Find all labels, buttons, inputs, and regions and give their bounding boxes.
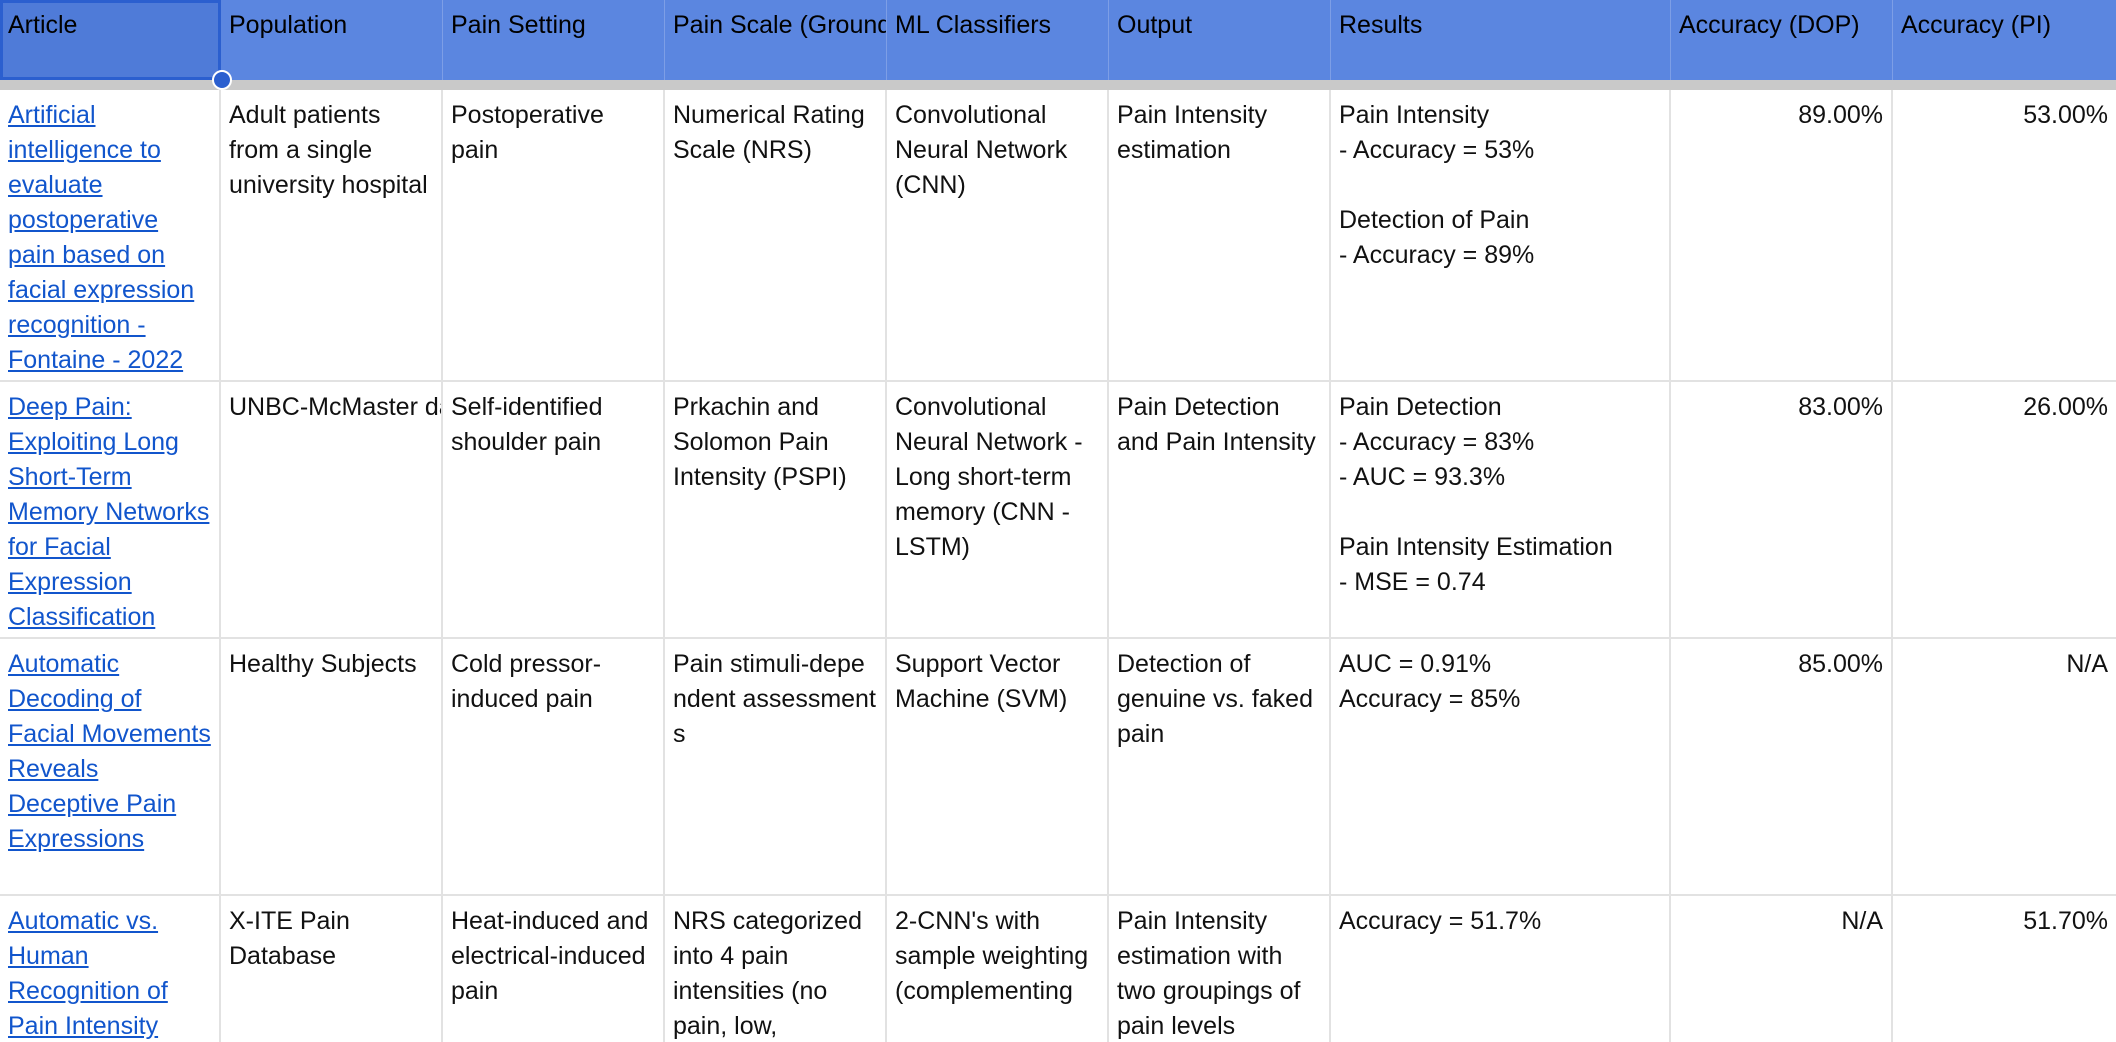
cell-accuracy-dop[interactable]: 83.00% xyxy=(1671,382,1893,637)
cell-population[interactable]: X-ITE Pain Database xyxy=(221,896,443,1042)
cell-ml-classifiers[interactable]: Convolutional Neural Network - Long shor… xyxy=(887,382,1109,637)
cell-pain-setting[interactable]: Postoperative pain xyxy=(443,90,665,380)
table-row: Artificial intelligence to evaluate post… xyxy=(0,90,2116,382)
article-link[interactable]: Automatic vs. Human Recognition of Pain … xyxy=(8,907,168,1040)
header-accuracy-pi[interactable]: Accuracy (PI) xyxy=(1901,11,2052,39)
cell-ml-classifiers[interactable]: Support Vector Machine (SVM) xyxy=(887,639,1109,894)
cell-pain-scale[interactable]: Pain stimuli-dependent assessments xyxy=(665,639,887,894)
header-results[interactable]: Results xyxy=(1331,0,1671,80)
cell-accuracy-pi[interactable]: N/A xyxy=(2066,650,2108,678)
cell-results[interactable]: AUC = 0.91% Accuracy = 85% xyxy=(1331,639,1671,894)
cell-accuracy-dop[interactable]: 89.00% xyxy=(1671,90,1893,380)
cell-population[interactable]: Adult patients from a single university … xyxy=(221,90,443,380)
cell-pain-scale[interactable]: Numerical Rating Scale (NRS) xyxy=(665,90,887,380)
header-pain-setting[interactable]: Pain Setting xyxy=(443,0,665,80)
header-accuracy-dop[interactable]: Accuracy (DOP) xyxy=(1671,0,1893,80)
cell-population[interactable]: Healthy Subjects xyxy=(221,639,443,894)
header-population[interactable]: Population xyxy=(221,0,443,80)
cell-accuracy-dop[interactable]: 85.00% xyxy=(1671,639,1893,894)
cell-pain-scale[interactable]: Prkachin and Solomon Pain Intensity (PSP… xyxy=(665,382,887,637)
cell-article[interactable]: Artificial intelligence to evaluate post… xyxy=(0,90,221,380)
article-link[interactable]: Automatic Decoding of Facial Movements R… xyxy=(8,650,211,853)
cell-article[interactable]: Deep Pain: Exploiting Long Short-Term Me… xyxy=(0,382,221,637)
article-link[interactable]: Artificial intelligence to evaluate post… xyxy=(8,101,195,374)
table-row: Automatic Decoding of Facial Movements R… xyxy=(0,639,2116,896)
cell-accuracy-pi[interactable]: 51.70% xyxy=(2023,907,2108,935)
cell-results[interactable]: Accuracy = 51.7% xyxy=(1331,896,1671,1042)
cell-ml-classifiers[interactable]: 2-CNN's with sample weighting (complemen… xyxy=(887,896,1109,1042)
cell-article[interactable]: Automatic vs. Human Recognition of Pain … xyxy=(0,896,221,1042)
article-link[interactable]: Deep Pain: Exploiting Long Short-Term Me… xyxy=(8,393,210,631)
cell-results[interactable]: Pain Detection - Accuracy = 83% - AUC = … xyxy=(1331,382,1671,637)
cell-pain-setting[interactable]: Self-identified shoulder pain xyxy=(443,382,665,637)
cell-pain-scale[interactable]: NRS categorized into 4 pain intensities … xyxy=(665,896,887,1042)
cell-output[interactable]: Pain Detection and Pain Intensity xyxy=(1109,382,1331,637)
cell-pain-setting[interactable]: Heat-induced and electrical-induced pain xyxy=(443,896,665,1042)
cell-output[interactable]: Pain Intensity estimation with two group… xyxy=(1109,896,1331,1042)
table-row: Deep Pain: Exploiting Long Short-Term Me… xyxy=(0,382,2116,639)
cell-results[interactable]: Pain Intensity - Accuracy = 53% Detectio… xyxy=(1331,90,1671,380)
cell-output[interactable]: Pain Intensity estimation xyxy=(1109,90,1331,380)
cell-article[interactable]: Automatic Decoding of Facial Movements R… xyxy=(0,639,221,894)
header-row: Article Population Pain Setting Pain Sca… xyxy=(0,0,2116,80)
table-row: Automatic vs. Human Recognition of Pain … xyxy=(0,896,2116,1042)
cell-accuracy-dop[interactable]: N/A xyxy=(1671,896,1893,1042)
cell-output[interactable]: Detection of genuine vs. faked pain xyxy=(1109,639,1331,894)
header-pain-scale[interactable]: Pain Scale (Ground xyxy=(665,0,887,80)
cell-accuracy-pi[interactable]: 53.00% xyxy=(2023,101,2108,129)
selection-fill-handle[interactable] xyxy=(212,70,232,90)
frozen-row-divider[interactable] xyxy=(0,80,2116,90)
header-ml-classifiers[interactable]: ML Classifiers xyxy=(887,0,1109,80)
header-output[interactable]: Output xyxy=(1109,0,1331,80)
header-article[interactable]: Article xyxy=(0,0,221,80)
cell-ml-classifiers[interactable]: Convolutional Neural Network (CNN) xyxy=(887,90,1109,380)
cell-population[interactable]: UNBC-McMaster database xyxy=(221,382,443,637)
cell-pain-setting[interactable]: Cold pressor-induced pain xyxy=(443,639,665,894)
cell-accuracy-pi[interactable]: 26.00% xyxy=(2023,393,2108,421)
